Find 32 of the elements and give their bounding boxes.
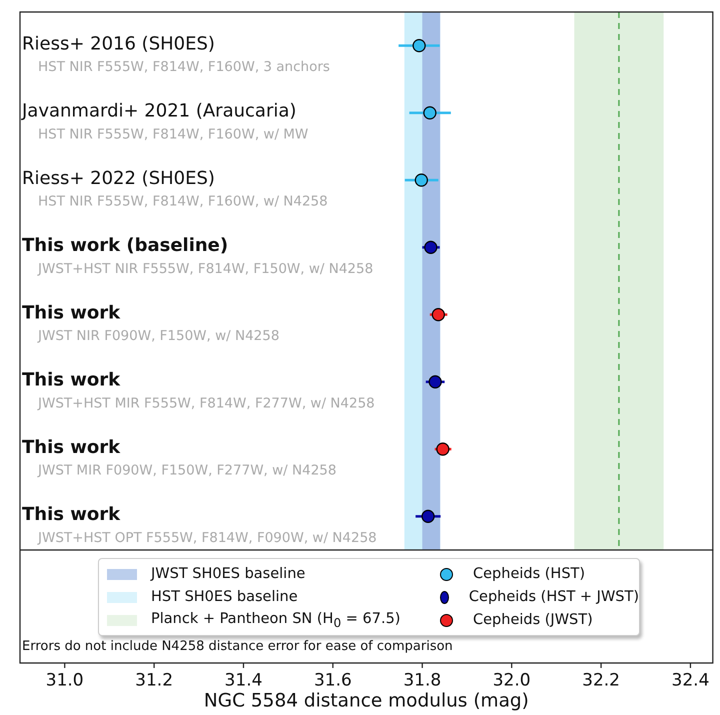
x-tick-label: 31.4 <box>224 670 262 691</box>
x-tick-label: 31.8 <box>403 670 442 691</box>
y-tick-label: Riess+ 2016 (SH0ES) HST NIR F555W, F814W, F160W, 3 anchors <box>22 33 330 76</box>
legend-label: Planck + Pantheon SN (H$_{0}$ = 67.5) <box>151 610 400 630</box>
x-tick-label: 32.4 <box>672 670 710 691</box>
point <box>421 510 435 523</box>
point <box>428 375 442 388</box>
point <box>412 39 426 52</box>
x-tick-label: 32.2 <box>582 670 620 691</box>
y-tick-label: This work JWST NIR F090W, F150W, w/ N4258 <box>22 302 280 344</box>
y-tick-label: Riess+ 2022 (SH0ES) HST NIR F555W, F814W, F160W, w/ N4258 <box>22 168 328 210</box>
point <box>424 240 438 254</box>
legend-label: Cepheids (HST + JWST) <box>468 589 639 605</box>
y-tick-label: This work JWST MIR F090W, F150W, F277W, w/ N4258 <box>22 436 336 479</box>
point <box>436 442 450 456</box>
legend-label: Cepheids (JWST) <box>473 612 593 628</box>
x-tick-label: 31.2 <box>135 670 174 691</box>
x-tick-label: 31.6 <box>314 670 352 691</box>
y-tick-label: This work (baseline) JWST+HST NIR F555W, F814W, F150W, w/ N4258 <box>22 235 374 277</box>
legend-label: JWST SH0ES baseline <box>151 566 306 582</box>
y-tick-label: Javanmardi+ 2021 (Araucaria) HST NIR F555W, F814W, F160W, w/ MW <box>21 100 308 142</box>
x-axis-title: NGC 5584 distance modulus (mag) <box>204 690 529 712</box>
text: Errors do not include N4258 distance error for ease of comparison <box>22 639 453 654</box>
point <box>414 174 428 187</box>
point <box>423 106 436 120</box>
point <box>432 308 445 322</box>
x-tick-label: 32.0 <box>492 670 531 691</box>
y-tick-label: This work JWST+HST MIR F555W, F814W, F277W, w/ N4258 <box>22 370 375 412</box>
y-tick-label: This work JWST+HST OPT F555W, F814W, F090W, w/ N4258 <box>22 504 377 546</box>
x-tick-label: 31.0 <box>46 670 84 691</box>
legend-label: Cepheids (HST) <box>473 566 586 582</box>
legend-label: HST SH0ES baseline <box>151 589 298 605</box>
